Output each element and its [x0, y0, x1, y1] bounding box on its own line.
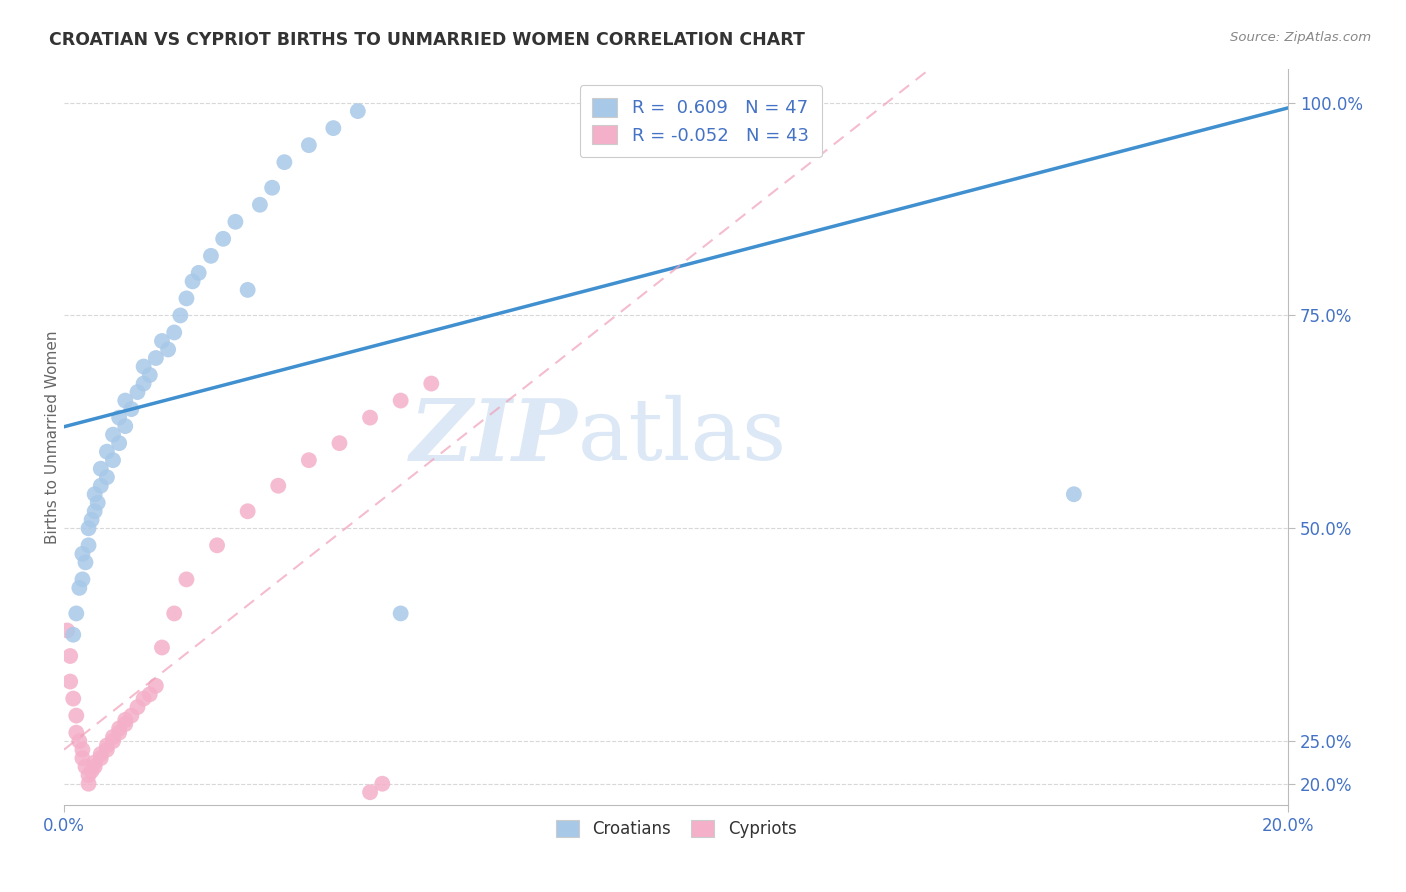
Point — [181, 274, 204, 288]
Point — [322, 121, 344, 136]
Point — [90, 479, 112, 493]
Point — [249, 198, 271, 212]
Point — [205, 538, 228, 552]
Point — [328, 436, 350, 450]
Text: atlas: atlas — [578, 395, 787, 478]
Point — [150, 640, 173, 655]
Point — [77, 538, 100, 552]
Point — [163, 326, 186, 340]
Point — [90, 461, 112, 475]
Point — [114, 713, 136, 727]
Point — [389, 607, 412, 621]
Point — [138, 368, 160, 382]
Point — [83, 760, 105, 774]
Point — [120, 708, 142, 723]
Point — [67, 581, 90, 595]
Point — [65, 708, 87, 723]
Point — [83, 756, 105, 770]
Point — [67, 734, 90, 748]
Point — [132, 691, 155, 706]
Point — [96, 739, 118, 753]
Point — [101, 453, 124, 467]
Point — [157, 343, 180, 357]
Text: ZIP: ZIP — [411, 395, 578, 478]
Point — [101, 734, 124, 748]
Point — [59, 648, 82, 663]
Point — [96, 470, 118, 484]
Point — [101, 730, 124, 744]
Point — [145, 351, 167, 365]
Point — [90, 747, 112, 761]
Point — [420, 376, 443, 391]
Point — [72, 547, 94, 561]
Point — [108, 725, 131, 739]
Point — [75, 760, 97, 774]
Point — [83, 487, 105, 501]
Point — [298, 138, 321, 153]
Point — [187, 266, 209, 280]
Point — [346, 104, 368, 119]
Point — [65, 725, 87, 739]
Point — [145, 679, 167, 693]
Point — [108, 722, 131, 736]
Point — [65, 607, 87, 621]
Point — [108, 436, 131, 450]
Y-axis label: Births to Unmarried Women: Births to Unmarried Women — [45, 330, 60, 543]
Point — [108, 410, 131, 425]
Point — [59, 674, 82, 689]
Point — [236, 283, 259, 297]
Point — [62, 628, 84, 642]
Point — [80, 513, 103, 527]
Point — [80, 764, 103, 778]
Point — [169, 309, 191, 323]
Point — [77, 521, 100, 535]
Point — [273, 155, 295, 169]
Point — [132, 359, 155, 374]
Point — [267, 479, 290, 493]
Point — [83, 504, 105, 518]
Point — [200, 249, 222, 263]
Point — [75, 555, 97, 569]
Point — [96, 444, 118, 458]
Point — [77, 777, 100, 791]
Point — [114, 393, 136, 408]
Point — [176, 573, 198, 587]
Point — [212, 232, 235, 246]
Legend: Croatians, Cypriots: Croatians, Cypriots — [548, 813, 803, 845]
Point — [127, 700, 149, 714]
Point — [150, 334, 173, 348]
Text: Source: ZipAtlas.com: Source: ZipAtlas.com — [1230, 31, 1371, 45]
Point — [132, 376, 155, 391]
Text: CROATIAN VS CYPRIOT BIRTHS TO UNMARRIED WOMEN CORRELATION CHART: CROATIAN VS CYPRIOT BIRTHS TO UNMARRIED … — [49, 31, 806, 49]
Point — [389, 393, 412, 408]
Point — [298, 453, 321, 467]
Point — [72, 573, 94, 587]
Point — [56, 624, 79, 638]
Point — [72, 742, 94, 756]
Point — [224, 215, 246, 229]
Point — [371, 777, 394, 791]
Point — [101, 427, 124, 442]
Point — [1063, 487, 1085, 501]
Point — [114, 717, 136, 731]
Point — [359, 410, 381, 425]
Point — [120, 402, 142, 417]
Point — [262, 180, 284, 194]
Point — [359, 785, 381, 799]
Point — [176, 292, 198, 306]
Point — [163, 607, 186, 621]
Point — [127, 385, 149, 400]
Point — [114, 419, 136, 434]
Point — [62, 691, 84, 706]
Point — [138, 687, 160, 701]
Point — [236, 504, 259, 518]
Point — [87, 496, 110, 510]
Point — [96, 742, 118, 756]
Point — [77, 768, 100, 782]
Point — [72, 751, 94, 765]
Point — [90, 751, 112, 765]
